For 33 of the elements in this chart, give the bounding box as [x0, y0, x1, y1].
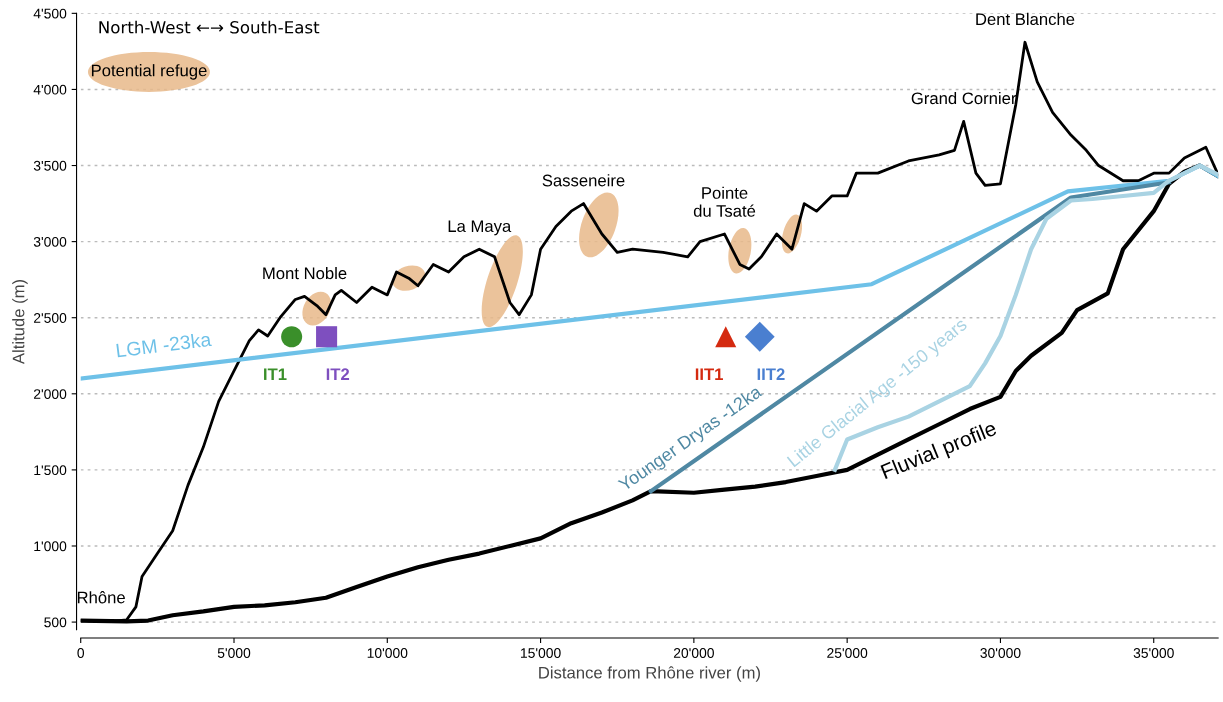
y-tick-label: 1'000	[34, 541, 67, 552]
y-tick-label: 2'000	[33, 389, 67, 399]
annotation: La Maya	[448, 220, 512, 236]
annotation: Sasseneire	[542, 174, 625, 187]
x-tick-label: 15'000	[521, 648, 561, 658]
x-tick-label: 25'000	[827, 648, 868, 658]
annotation: North-West ←→ South-East	[99, 20, 320, 34]
annotation: Grand Cornier	[911, 91, 1017, 105]
series-label: IIT2	[757, 368, 785, 380]
text: LGM -23ka	[116, 331, 212, 358]
y-tick-label: 2'500	[33, 313, 67, 323]
series-label: IIT1	[695, 368, 723, 380]
x-tick-label: 30'000	[980, 648, 1021, 658]
y-tick-label: 3'000	[33, 236, 67, 247]
x-tick-label: 35'000	[1133, 648, 1174, 658]
annotation: Dent Blanche	[976, 12, 1075, 26]
series-label: IT2	[326, 368, 350, 380]
y-tick-label: 3'500	[33, 160, 67, 171]
y-tick-label: 500	[44, 617, 67, 628]
annotation: Pointe du Tsaté	[693, 186, 756, 217]
x-tick-label: 10'000	[367, 648, 408, 658]
annotation: Potential refuge	[91, 64, 207, 80]
x-axis-title: Distance from Rhône river (m)	[539, 666, 760, 682]
annotation: Mont Noble	[263, 266, 347, 280]
x-tick-label: 0	[77, 648, 85, 658]
series-label: IT1	[264, 368, 287, 380]
annotation: Rhône	[77, 591, 125, 604]
x-tick-label: 5'000	[217, 648, 251, 658]
y-tick-label: 4'500	[33, 8, 67, 19]
y-tick-label: 4'000	[33, 84, 67, 95]
y-axis-title: Altitude (m)	[12, 279, 28, 365]
x-tick-label: 20'000	[673, 648, 714, 658]
y-tick-label: 1'500	[34, 465, 67, 476]
